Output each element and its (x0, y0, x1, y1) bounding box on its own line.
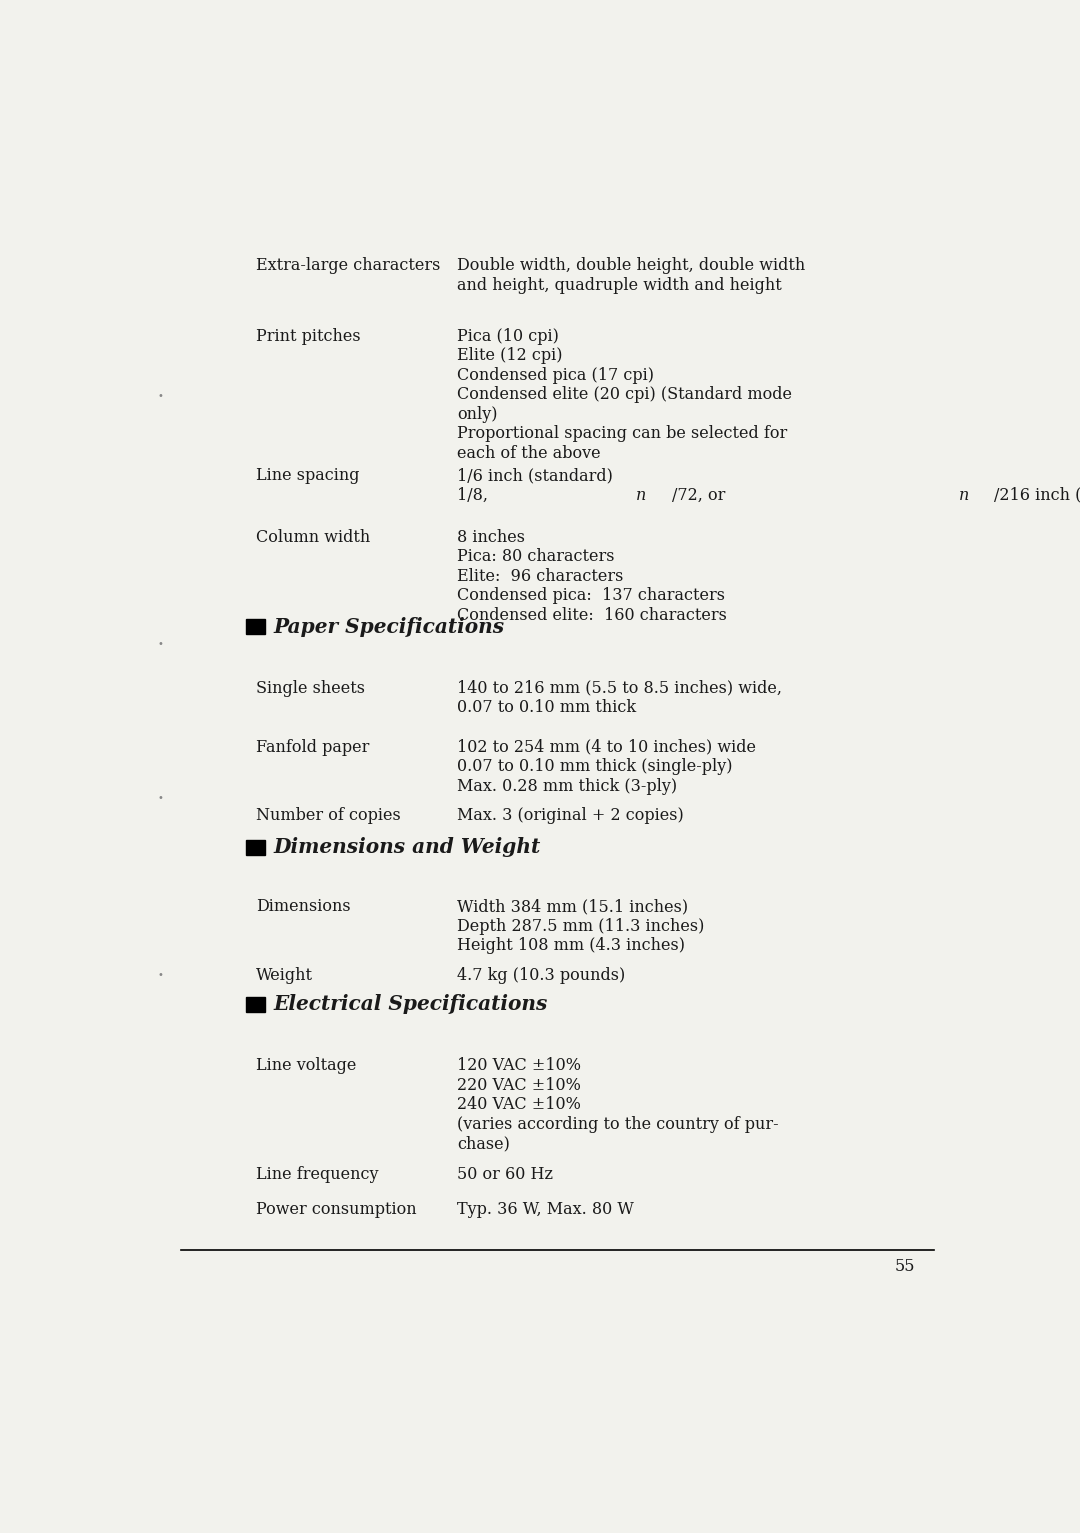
Text: Paper Specifications: Paper Specifications (273, 616, 504, 636)
Text: chase): chase) (457, 1136, 510, 1153)
Text: Electrical Specifications: Electrical Specifications (273, 995, 548, 1015)
Text: Pica: 80 characters: Pica: 80 characters (457, 549, 615, 566)
Text: 120 VAC ±10%: 120 VAC ±10% (457, 1058, 581, 1075)
Text: Height 108 mm (4.3 inches): Height 108 mm (4.3 inches) (457, 937, 685, 954)
Text: 0.07 to 0.10 mm thick: 0.07 to 0.10 mm thick (457, 699, 636, 716)
Text: Dimensions and Weight: Dimensions and Weight (273, 837, 540, 857)
Text: Max. 0.28 mm thick (3-ply): Max. 0.28 mm thick (3-ply) (457, 777, 677, 794)
Text: (varies according to the country of pur-: (varies according to the country of pur- (457, 1116, 779, 1133)
Text: Elite (12 cpi): Elite (12 cpi) (457, 348, 563, 365)
Text: /216 inch (programmable): /216 inch (programmable) (995, 487, 1080, 504)
Text: n: n (959, 487, 969, 504)
Text: Condensed elite:  160 characters: Condensed elite: 160 characters (457, 607, 727, 624)
Text: Single sheets: Single sheets (256, 679, 365, 696)
Text: n: n (636, 487, 647, 504)
Text: 55: 55 (895, 1259, 915, 1275)
Text: 1/8,: 1/8, (457, 487, 494, 504)
Text: and height, quadruple width and height: and height, quadruple width and height (457, 276, 782, 294)
Text: Typ. 36 W, Max. 80 W: Typ. 36 W, Max. 80 W (457, 1202, 634, 1219)
Text: Line voltage: Line voltage (256, 1058, 356, 1075)
Text: Line frequency: Line frequency (256, 1167, 379, 1183)
Text: Elite:  96 characters: Elite: 96 characters (457, 567, 623, 584)
Text: Proportional spacing can be selected for: Proportional spacing can be selected for (457, 425, 787, 443)
Bar (246, 619, 265, 635)
Text: 102 to 254 mm (4 to 10 inches) wide: 102 to 254 mm (4 to 10 inches) wide (457, 739, 756, 756)
Text: 50 or 60 Hz: 50 or 60 Hz (457, 1167, 553, 1183)
Text: Column width: Column width (256, 529, 370, 546)
Text: each of the above: each of the above (457, 445, 600, 461)
Text: Weight: Weight (256, 967, 313, 984)
Text: 1/6 inch (standard): 1/6 inch (standard) (457, 468, 613, 484)
Text: 240 VAC ±10%: 240 VAC ±10% (457, 1096, 581, 1113)
Text: /72, or: /72, or (672, 487, 730, 504)
Text: 4.7 kg (10.3 pounds): 4.7 kg (10.3 pounds) (457, 967, 625, 984)
Text: •: • (158, 793, 163, 803)
Text: only): only) (457, 406, 498, 423)
Text: 0.07 to 0.10 mm thick (single-ply): 0.07 to 0.10 mm thick (single-ply) (457, 759, 732, 776)
Text: 8 inches: 8 inches (457, 529, 525, 546)
Text: Condensed elite (20 cpi) (Standard mode: Condensed elite (20 cpi) (Standard mode (457, 386, 793, 403)
Text: 220 VAC ±10%: 220 VAC ±10% (457, 1078, 581, 1095)
Text: Fanfold paper: Fanfold paper (256, 739, 369, 756)
Text: Number of copies: Number of copies (256, 808, 401, 825)
Text: •: • (158, 391, 163, 402)
Text: Line spacing: Line spacing (256, 468, 360, 484)
Text: Max. 3 (original + 2 copies): Max. 3 (original + 2 copies) (457, 808, 684, 825)
Text: Condensed pica (17 cpi): Condensed pica (17 cpi) (457, 366, 654, 383)
Text: Extra-large characters: Extra-large characters (256, 258, 441, 274)
Text: 140 to 216 mm (5.5 to 8.5 inches) wide,: 140 to 216 mm (5.5 to 8.5 inches) wide, (457, 679, 782, 696)
Text: Dimensions: Dimensions (256, 898, 351, 915)
Text: Width 384 mm (15.1 inches): Width 384 mm (15.1 inches) (457, 898, 688, 915)
Text: Double width, double height, double width: Double width, double height, double widt… (457, 258, 806, 274)
Bar (246, 996, 265, 1012)
Text: Power consumption: Power consumption (256, 1202, 417, 1219)
Text: Condensed pica:  137 characters: Condensed pica: 137 characters (457, 587, 726, 604)
Text: Depth 287.5 mm (11.3 inches): Depth 287.5 mm (11.3 inches) (457, 918, 704, 935)
Text: •: • (158, 639, 163, 650)
Text: Print pitches: Print pitches (256, 328, 361, 345)
Text: •: • (158, 970, 163, 980)
Text: Pica (10 cpi): Pica (10 cpi) (457, 328, 559, 345)
Bar (246, 840, 265, 855)
